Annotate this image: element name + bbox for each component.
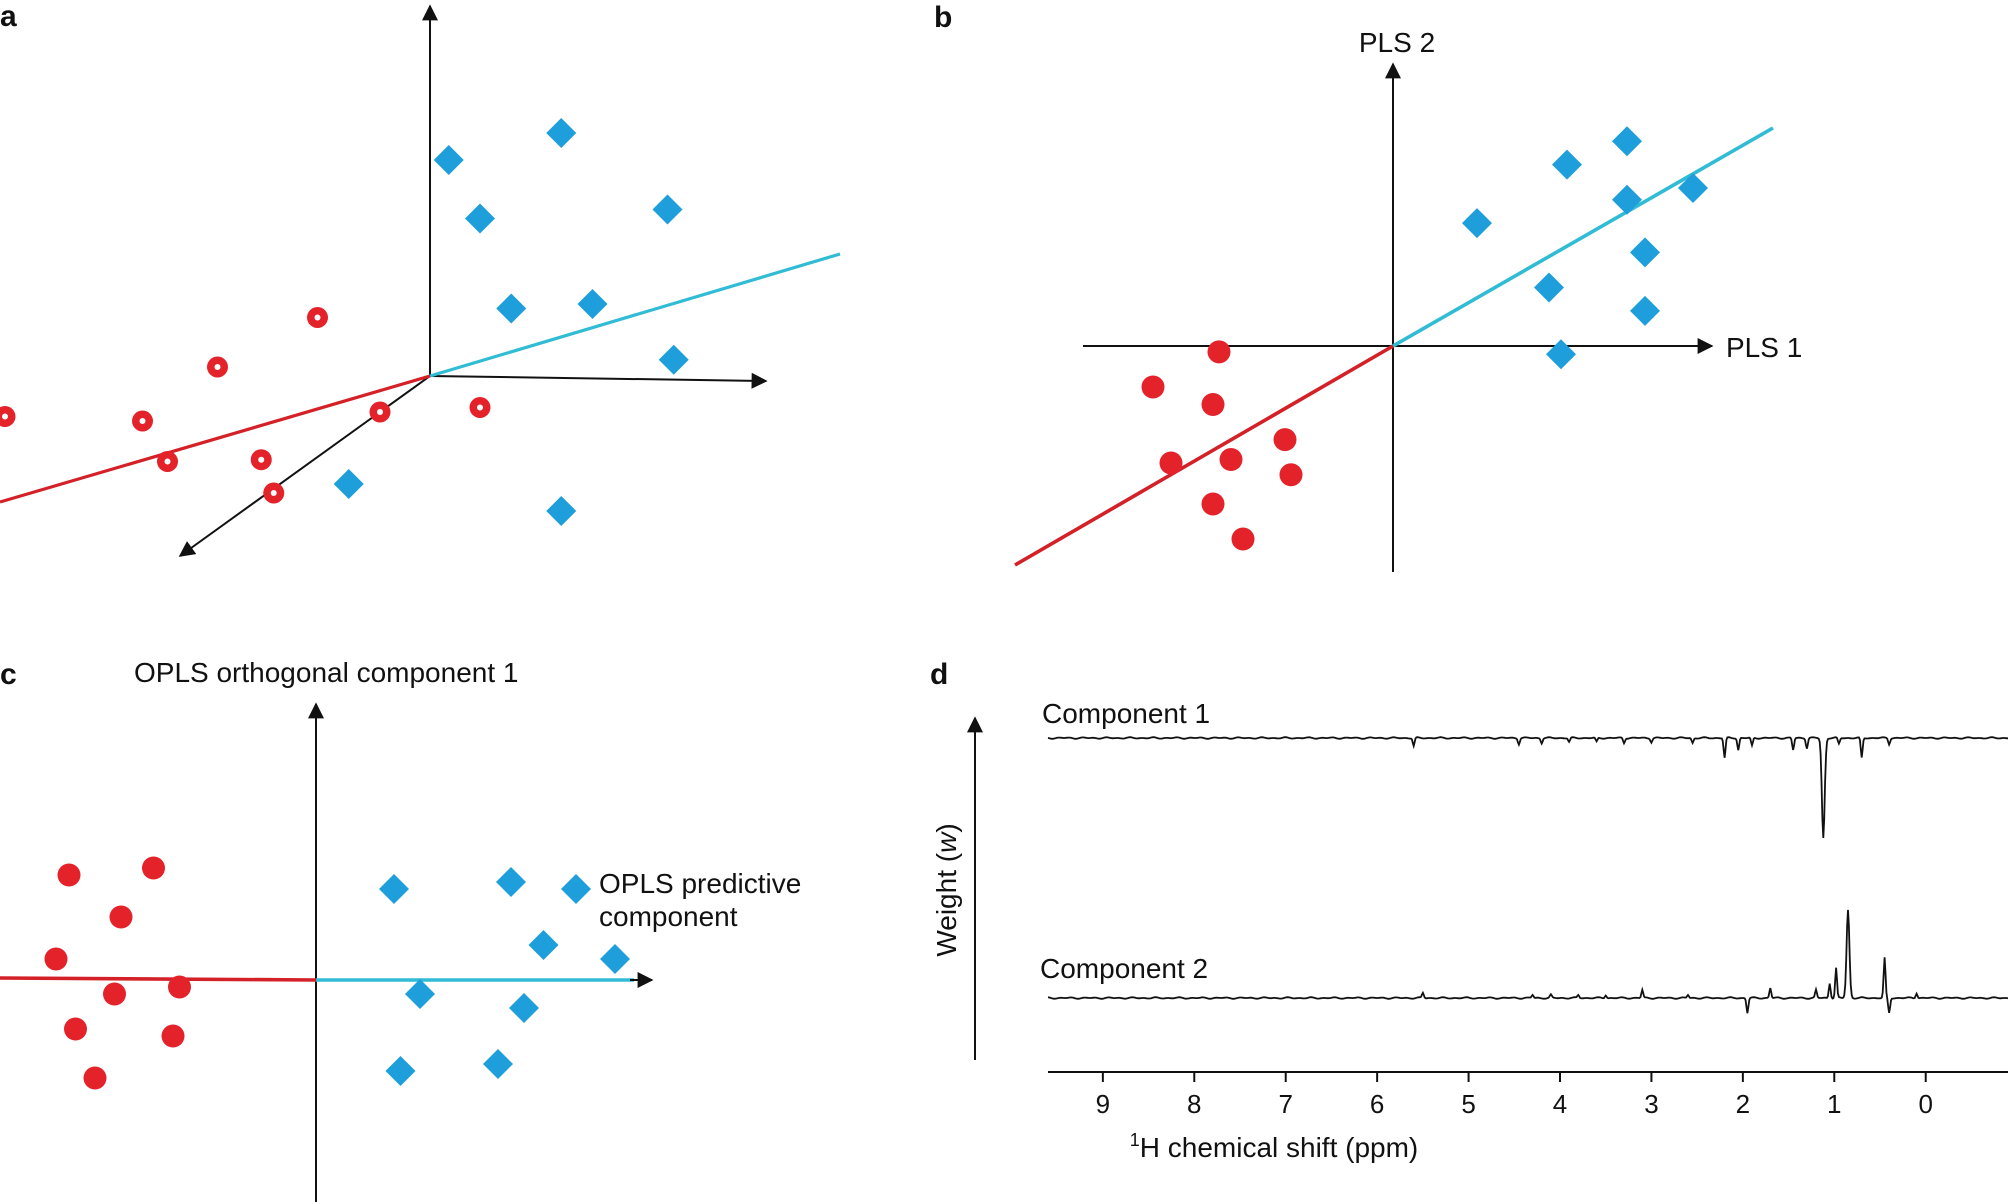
panel-b-diamond-point (1546, 339, 1576, 370)
panel-b-diamond-point (1612, 126, 1642, 157)
panel-a-circle-point (207, 356, 228, 378)
panel-a-circle-point (307, 307, 328, 328)
panel-d-x-tick-label: 7 (1278, 1089, 1292, 1119)
panel-c-circle-point (57, 863, 81, 887)
panel-a-red-line (0, 374, 431, 504)
panel-b-circle-point (1201, 393, 1225, 416)
panel-c-circle-point (64, 1017, 87, 1041)
panel-c-diamond-point (528, 930, 559, 960)
panel-d: d Weight (w) Component 1 Component 2 1H … (930, 658, 2008, 1163)
panel-a-circle-point (157, 451, 178, 472)
panel-a-circle-point (263, 482, 285, 504)
panel-b-circle-point (1201, 492, 1225, 516)
panel-c-diamond-point (379, 874, 409, 904)
panel-d-x-tick-label: 0 (1918, 1089, 1932, 1119)
panel-c-circle-point (83, 1066, 107, 1090)
panel-c-diamond-point (483, 1049, 513, 1079)
panel-d-y-label-suffix: ) (931, 823, 962, 832)
panel-d-x-tick-label: 2 (1736, 1089, 1750, 1119)
panel-c-circle-point (103, 982, 126, 1006)
panel-b-diamond-point (1534, 272, 1564, 303)
panel-b-circle-point (1219, 447, 1243, 471)
panel-c-diamond-point (496, 867, 526, 897)
panel-b-y-label: PLS 2 (1359, 27, 1435, 58)
panel-a-diamond-point (333, 469, 364, 499)
panel-d-x-tick-label: 3 (1644, 1089, 1658, 1119)
panel-a-diamond-point (546, 118, 577, 148)
panel-d-x-label: 1H chemical shift (ppm) (1130, 1130, 1419, 1163)
panel-a-diamond-point (577, 289, 608, 319)
panel-d-x-tick-label: 1 (1827, 1089, 1841, 1119)
panel-d-x-tick-label: 5 (1461, 1089, 1475, 1119)
panel-d-x-tick-label: 4 (1553, 1089, 1567, 1119)
panel-c-circle-point (168, 975, 191, 999)
panel-c-circle-point (44, 947, 68, 971)
panel-b-circle-point (1231, 527, 1255, 551)
panel-b-diamond-point (1462, 208, 1492, 239)
panel-d-trace1-label: Component 1 (1042, 698, 1210, 729)
panel-a-diamond-point (496, 293, 527, 324)
panel-d-y-label: Weight (w) (931, 823, 962, 956)
panel-a: a (0, 0, 841, 557)
panel-b-circle-point (1273, 428, 1297, 452)
panel-b-label: b (934, 1, 952, 34)
panel-b-circle-point (1279, 463, 1303, 487)
panel-b-diamond-point (1552, 149, 1582, 180)
panel-b-diamond-point (1630, 295, 1660, 326)
panel-d-x-label-text: H chemical shift (ppm) (1140, 1132, 1419, 1163)
panel-c-diamond-point (561, 874, 591, 904)
panel-c-circle-point (161, 1024, 185, 1048)
panel-a-diamond-point (433, 145, 464, 175)
panel-c-diamond-point (509, 993, 539, 1023)
panel-d-trace-2 (1047, 909, 2008, 1014)
panel-d-trace2-label: Component 2 (1040, 953, 1208, 984)
panel-b-x-label: PLS 1 (1726, 332, 1802, 363)
panel-c-diamond-point (385, 1056, 416, 1086)
panel-d-x-label-sup: 1 (1130, 1130, 1140, 1150)
panel-d-trace-1 (1047, 736, 2008, 838)
panel-b-blue-line (1392, 126, 1774, 348)
panel-b: b PLS 2 PLS 1 (934, 1, 1802, 572)
panel-b-circle-point (1141, 375, 1165, 399)
panel-a-blue-line (429, 252, 841, 378)
panel-a-circle-point (0, 406, 16, 427)
panel-d-x-tick-label: 9 (1096, 1089, 1110, 1119)
panel-c-x-label-line2: component (599, 901, 738, 932)
panel-a-label: a (0, 0, 17, 33)
panel-c-red-line (0, 976, 317, 982)
panel-c: c OPLS orthogonal component 1 OPLS predi… (0, 657, 801, 1202)
panel-a-diamond-point (652, 194, 683, 225)
panel-d-y-label-var: w (931, 831, 962, 853)
panel-c-x-label-line1: OPLS predictive (599, 868, 801, 899)
panel-d-x-tick-label: 6 (1370, 1089, 1384, 1119)
panel-c-circle-point (142, 856, 165, 880)
panel-b-circle-point (1207, 340, 1231, 364)
panel-a-axis-x (429, 372, 768, 389)
panel-b-diamond-point (1678, 173, 1708, 204)
panel-c-diamond-point (405, 979, 435, 1009)
panel-a-diamond-point (546, 496, 577, 526)
panel-d-x-tick-label: 8 (1187, 1089, 1201, 1119)
panel-d-y-label-prefix: Weight ( (931, 852, 962, 956)
panel-a-circle-point (469, 397, 491, 418)
panel-a-circle-point (250, 449, 272, 471)
panel-a-diamond-point (658, 344, 689, 375)
panel-c-diamond-point (600, 944, 630, 974)
panel-c-y-label: OPLS orthogonal component 1 (134, 657, 518, 688)
panel-a-diamond-point (465, 203, 495, 234)
panel-b-circle-point (1159, 451, 1183, 475)
panel-c-circle-point (109, 905, 133, 929)
panel-a-circle-point (132, 410, 153, 432)
panel-a-circle-point (369, 401, 391, 423)
panel-b-red-line (1014, 344, 1394, 567)
panel-d-label: d (930, 658, 948, 691)
panel-a-axis-y (178, 375, 431, 557)
panel-b-diamond-point (1612, 184, 1642, 215)
panel-b-diamond-point (1630, 237, 1660, 268)
panel-c-label: c (0, 658, 17, 691)
